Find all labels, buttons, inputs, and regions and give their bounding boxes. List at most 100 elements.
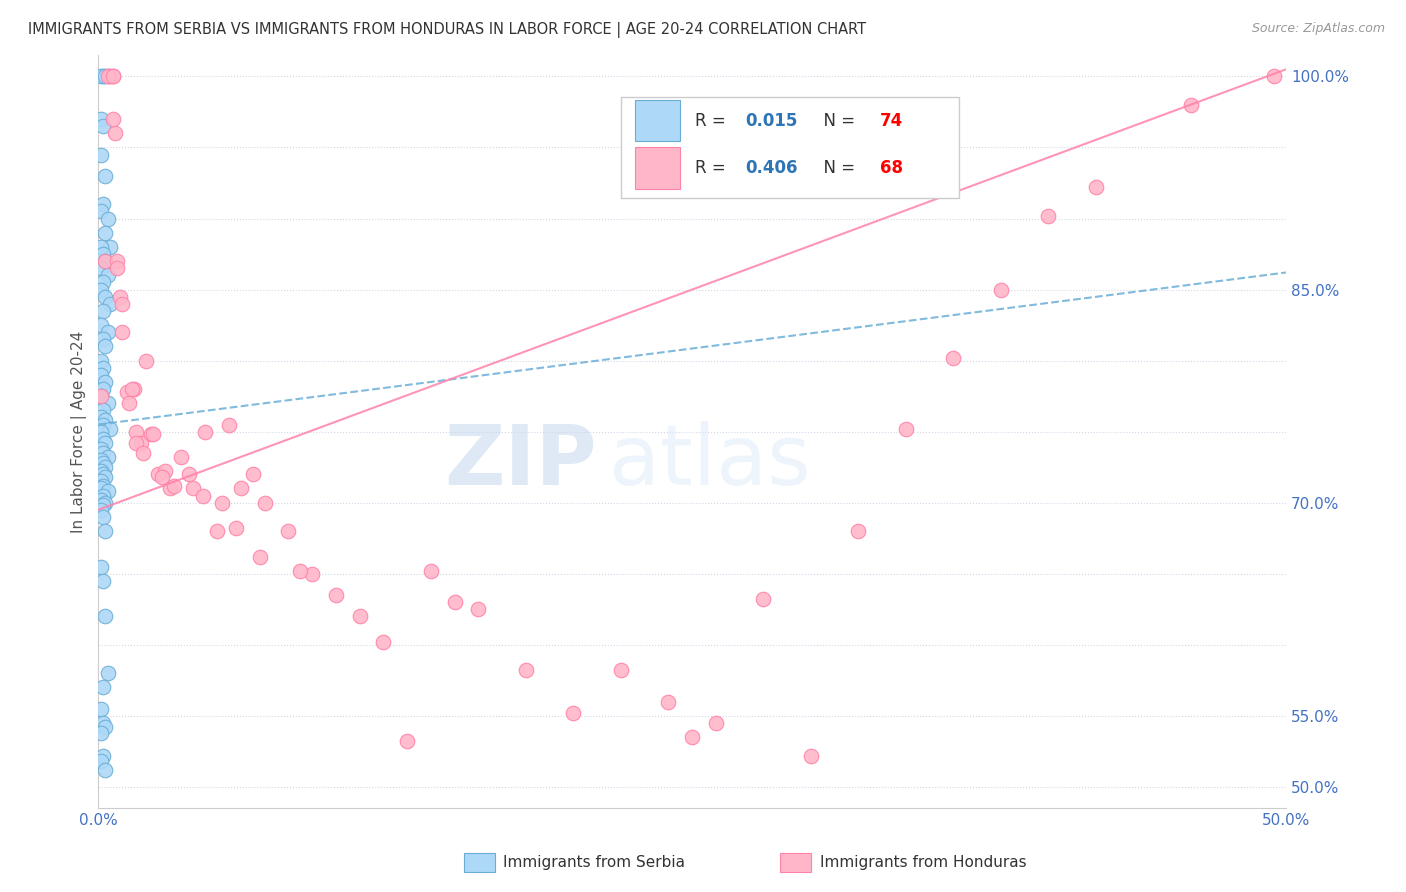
Point — [419, 564, 441, 578]
Point — [94, 436, 117, 450]
Point — [657, 694, 679, 708]
Point — [94, 375, 117, 389]
Point — [90, 318, 112, 332]
Text: 0.406: 0.406 — [745, 159, 799, 178]
Point — [249, 549, 271, 564]
Point — [111, 297, 134, 311]
Point — [94, 226, 117, 240]
Point — [125, 425, 148, 439]
Point — [373, 635, 395, 649]
Point — [118, 396, 141, 410]
Point — [91, 748, 114, 763]
Point — [91, 715, 114, 730]
Point — [105, 261, 128, 276]
Point — [225, 521, 247, 535]
Point — [91, 360, 114, 375]
Point — [396, 734, 419, 748]
Point — [91, 456, 114, 470]
Point — [681, 730, 703, 744]
Point — [94, 339, 117, 353]
Text: R =: R = — [695, 159, 731, 178]
Point — [90, 353, 112, 368]
Point — [94, 763, 117, 777]
Point — [97, 211, 120, 226]
Point — [159, 482, 181, 496]
Point — [97, 70, 120, 84]
Point — [218, 417, 240, 432]
Point — [894, 422, 917, 436]
Text: ZIP: ZIP — [444, 421, 598, 502]
Point — [1263, 70, 1285, 84]
Point — [990, 283, 1012, 297]
Point — [90, 389, 112, 403]
Point — [94, 720, 117, 734]
Point — [108, 290, 131, 304]
Point — [94, 413, 117, 427]
Point — [97, 484, 120, 499]
Point — [90, 475, 112, 489]
FancyBboxPatch shape — [621, 96, 959, 198]
Point — [94, 254, 117, 268]
Point — [90, 464, 112, 478]
Bar — [636, 147, 681, 189]
Point — [242, 467, 264, 482]
Point — [98, 240, 121, 254]
Point — [515, 663, 537, 677]
Point — [1038, 209, 1060, 223]
Point — [170, 450, 193, 465]
Point — [125, 436, 148, 450]
Point — [98, 70, 121, 84]
Point — [90, 453, 112, 467]
Point — [94, 460, 117, 475]
Point — [467, 602, 489, 616]
Text: 0.015: 0.015 — [745, 112, 799, 129]
Point — [91, 489, 114, 503]
Point — [1180, 98, 1202, 112]
Point — [91, 303, 114, 318]
Text: Immigrants from Honduras: Immigrants from Honduras — [820, 855, 1026, 870]
Point — [90, 425, 112, 439]
Point — [211, 495, 233, 509]
Point — [101, 70, 124, 84]
Text: N =: N = — [813, 112, 860, 129]
Point — [94, 254, 117, 268]
Point — [349, 609, 371, 624]
Point — [97, 450, 120, 465]
Text: IMMIGRANTS FROM SERBIA VS IMMIGRANTS FROM HONDURAS IN LABOR FORCE | AGE 20-24 CO: IMMIGRANTS FROM SERBIA VS IMMIGRANTS FRO… — [28, 22, 866, 38]
Point — [253, 495, 276, 509]
Point — [90, 204, 112, 219]
Text: 74: 74 — [880, 112, 903, 129]
Point — [91, 119, 114, 133]
Point — [90, 70, 112, 84]
Point — [90, 754, 112, 768]
Point — [752, 592, 775, 607]
Point — [91, 478, 114, 492]
Point — [90, 502, 112, 516]
Point — [562, 706, 585, 720]
Point — [122, 382, 145, 396]
Point — [91, 509, 114, 524]
Point — [97, 666, 120, 681]
Point — [90, 389, 112, 403]
Point — [111, 325, 134, 339]
Point — [90, 492, 112, 507]
Y-axis label: In Labor Force | Age 20-24: In Labor Force | Age 20-24 — [72, 330, 87, 533]
Point — [105, 254, 128, 268]
Text: R =: R = — [695, 112, 731, 129]
Point — [90, 261, 112, 276]
Point — [91, 417, 114, 432]
Point — [205, 524, 228, 538]
Point — [704, 715, 727, 730]
Point — [91, 467, 114, 482]
Text: Source: ZipAtlas.com: Source: ZipAtlas.com — [1251, 22, 1385, 36]
Point — [90, 701, 112, 715]
Point — [94, 169, 117, 183]
Point — [142, 427, 165, 442]
Point — [301, 566, 323, 581]
Point — [152, 470, 174, 484]
Point — [91, 276, 114, 290]
Point — [91, 197, 114, 211]
Point — [325, 588, 347, 602]
Text: Immigrants from Serbia: Immigrants from Serbia — [503, 855, 685, 870]
Point — [97, 396, 120, 410]
